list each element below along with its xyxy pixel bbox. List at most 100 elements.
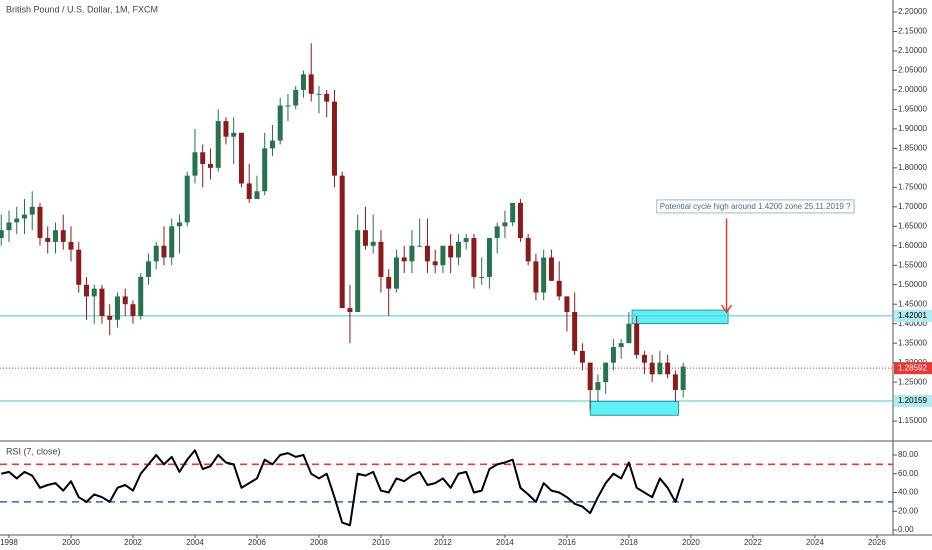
y-tick-label: 1.70000: [898, 202, 927, 211]
price-label: 1.28592: [898, 363, 927, 372]
candle-body: [153, 245, 159, 262]
y-tick-label: 1.90000: [898, 124, 927, 133]
x-tick-label: 2026: [868, 538, 886, 547]
candle-body: [541, 257, 547, 293]
y-tick-label: 2.05000: [898, 66, 927, 75]
x-tick-label: 1998: [0, 538, 18, 547]
candle-body: [409, 245, 415, 262]
candle-body: [169, 226, 175, 258]
y-tick-label: 0.00: [898, 525, 914, 534]
y-tick-label: 1.35000: [898, 338, 927, 347]
x-tick-label: 2006: [248, 538, 266, 547]
candle-body: [672, 374, 678, 390]
candle-body: [463, 237, 469, 242]
annotation-box: [656, 199, 855, 214]
arrow-head: [720, 304, 733, 314]
candle-body: [231, 132, 237, 137]
annotation-text: Potential cycle high around 1.4200 zone …: [660, 202, 851, 211]
y-tick-label: 2.10000: [898, 46, 927, 55]
candle-body: [285, 105, 291, 107]
candle-body: [579, 350, 585, 363]
candle-body: [355, 230, 361, 313]
candle-body: [114, 296, 120, 320]
x-tick-label: 2000: [62, 538, 80, 547]
y-tick-label: 1.50000: [898, 280, 927, 289]
candle-body: [401, 257, 407, 262]
y-tick-label: 1.80000: [898, 163, 927, 172]
y-tick-label: 1.25000: [898, 377, 927, 386]
candle-body: [564, 296, 570, 313]
y-tick-label: 2.00000: [898, 85, 927, 94]
y-tick-label: 1.65000: [898, 221, 927, 230]
candle-body: [138, 276, 144, 316]
candle-body: [386, 276, 392, 289]
candle-body: [603, 362, 609, 383]
candle-body: [362, 230, 368, 246]
candle-body: [207, 163, 213, 168]
candle-body: [610, 347, 616, 363]
candle-body: [14, 218, 20, 223]
candle-body: [200, 152, 206, 164]
candle-body: [657, 362, 663, 375]
candle-body: [308, 74, 314, 94]
candle-body: [130, 304, 136, 316]
candle-body: [184, 175, 190, 223]
candle-body: [448, 245, 454, 258]
y-tick-label: 1.85000: [898, 143, 927, 152]
candle-body: [269, 140, 275, 149]
zone: [589, 401, 679, 416]
zone: [631, 309, 729, 325]
y-tick-label: 1.45000: [898, 299, 927, 308]
x-tick-label: 2018: [620, 538, 638, 547]
candle-body: [293, 89, 299, 106]
candle-body: [6, 222, 12, 231]
x-tick-label: 2022: [744, 538, 762, 547]
x-tick-label: 2010: [372, 538, 390, 547]
candle-body: [316, 93, 322, 95]
price-label-bg: [894, 309, 932, 322]
candle-body: [324, 93, 330, 102]
candle-body: [440, 245, 446, 266]
chart-title: British Pound / U.S. Dollar, 1M, FXCM: [6, 4, 158, 14]
candle-body: [99, 288, 105, 316]
candle-body: [378, 241, 384, 277]
candle-body: [525, 237, 531, 262]
candle-body: [300, 74, 306, 90]
candle-body: [502, 222, 508, 227]
candle-body: [21, 214, 27, 219]
candle-body: [223, 121, 229, 137]
candle-body: [0, 230, 4, 238]
x-tick-label: 2020: [682, 538, 700, 547]
y-tick-label: 2.20000: [898, 7, 927, 16]
price-label: 1.20159: [898, 396, 927, 405]
candle-body: [595, 382, 601, 390]
candle-body: [424, 245, 430, 262]
y-tick-label: 1.75000: [898, 182, 927, 191]
x-tick-label: 2004: [186, 538, 204, 547]
candle-body: [641, 354, 647, 363]
x-tick-label: 2002: [124, 538, 142, 547]
y-tick-label: 1.40000: [898, 319, 927, 328]
candle-body: [347, 308, 353, 313]
y-tick-label: 80.00: [898, 450, 919, 459]
y-tick-label: 40.00: [898, 488, 919, 497]
candle-body: [393, 257, 399, 289]
candle-body: [587, 362, 593, 390]
candle-body: [494, 226, 500, 238]
candle-body: [45, 237, 51, 242]
candle-body: [486, 237, 492, 277]
candle-body: [29, 206, 35, 215]
candle-body: [83, 284, 89, 297]
candle-body: [277, 105, 283, 141]
candle-body: [634, 323, 640, 355]
candle-body: [161, 245, 167, 258]
x-tick-label: 2014: [496, 538, 514, 547]
price-label-bg: [894, 362, 932, 375]
x-tick-label: 2008: [310, 538, 328, 547]
candle-body: [68, 241, 74, 250]
y-tick-label: 1.15000: [898, 416, 927, 425]
candle-body: [262, 148, 268, 192]
candle-body: [37, 206, 43, 238]
